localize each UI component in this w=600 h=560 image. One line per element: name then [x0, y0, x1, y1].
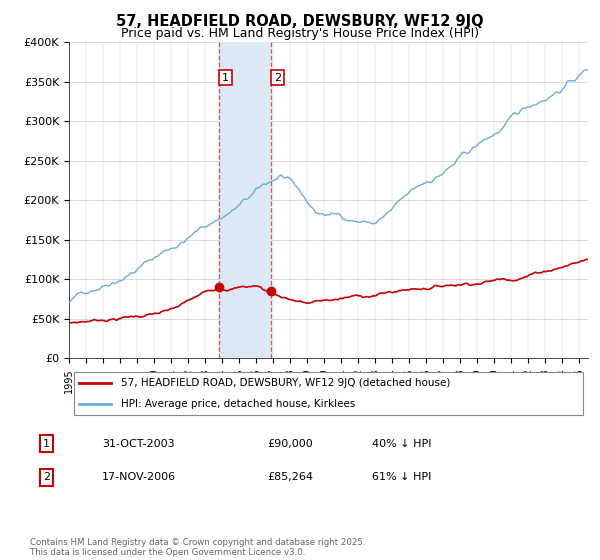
- Text: Price paid vs. HM Land Registry's House Price Index (HPI): Price paid vs. HM Land Registry's House …: [121, 27, 479, 40]
- Text: 2: 2: [274, 73, 281, 82]
- Text: 57, HEADFIELD ROAD, DEWSBURY, WF12 9JQ: 57, HEADFIELD ROAD, DEWSBURY, WF12 9JQ: [116, 14, 484, 29]
- Text: 61% ↓ HPI: 61% ↓ HPI: [372, 473, 431, 482]
- Text: 57, HEADFIELD ROAD, DEWSBURY, WF12 9JQ (detached house): 57, HEADFIELD ROAD, DEWSBURY, WF12 9JQ (…: [121, 378, 450, 388]
- Text: £85,264: £85,264: [268, 473, 313, 482]
- Text: 1: 1: [43, 439, 50, 449]
- Text: HPI: Average price, detached house, Kirklees: HPI: Average price, detached house, Kirk…: [121, 399, 355, 409]
- Text: £90,000: £90,000: [268, 439, 313, 449]
- Text: 31-OCT-2003: 31-OCT-2003: [102, 439, 175, 449]
- FancyBboxPatch shape: [74, 372, 583, 415]
- Text: 1: 1: [222, 73, 229, 82]
- Text: 17-NOV-2006: 17-NOV-2006: [102, 473, 176, 482]
- Text: 40% ↓ HPI: 40% ↓ HPI: [372, 439, 432, 449]
- Text: Contains HM Land Registry data © Crown copyright and database right 2025.
This d: Contains HM Land Registry data © Crown c…: [30, 538, 365, 557]
- Text: 2: 2: [43, 473, 50, 482]
- Bar: [219, 42, 271, 358]
